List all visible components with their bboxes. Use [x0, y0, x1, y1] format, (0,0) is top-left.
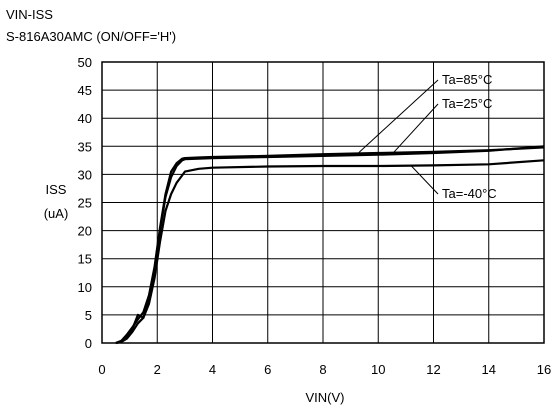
- y-tick-label: 10: [78, 280, 92, 295]
- y-tick-label: 25: [78, 196, 92, 211]
- x-tick-label: 8: [319, 362, 326, 377]
- y-tick-label: 40: [78, 111, 92, 126]
- x-tick-label: 12: [426, 362, 440, 377]
- annotation-ta-40: Ta=-40°C: [442, 186, 497, 201]
- x-tick-label: 4: [209, 362, 216, 377]
- annotation-ta25: Ta=25°C: [442, 96, 492, 111]
- y-axis-unit-label: (uA): [44, 206, 69, 221]
- y-tick-label: 30: [78, 167, 92, 182]
- annotation-ta-40-leader: [411, 165, 439, 195]
- annotation-ta85-leader: [358, 79, 439, 153]
- x-tick-label: 16: [537, 362, 551, 377]
- x-tick-label: 10: [371, 362, 385, 377]
- x-axis-label: VIN(V): [306, 390, 345, 405]
- y-tick-label: 0: [85, 336, 92, 351]
- x-tick-label: 2: [154, 362, 161, 377]
- annotation-ta25-leader: [391, 103, 439, 155]
- y-tick-label: 35: [78, 139, 92, 154]
- y-tick-label: 5: [85, 308, 92, 323]
- y-axis-label: ISS: [46, 182, 67, 197]
- y-tick-label: 45: [78, 83, 92, 98]
- y-tick-label: 15: [78, 252, 92, 267]
- x-tick-label: 6: [264, 362, 271, 377]
- x-tick-label: 14: [482, 362, 496, 377]
- plot-frame: [101, 61, 545, 344]
- y-tick-label: 20: [78, 224, 92, 239]
- y-tick-label: 50: [78, 55, 92, 70]
- series-line-ta-40: [115, 159, 545, 345]
- annotation-ta85: Ta=85°C: [442, 72, 492, 87]
- series-line-ta25: [115, 145, 545, 345]
- x-tick-label: 0: [98, 362, 105, 377]
- chart-subtitle: S-816A30AMC (ON/OFF='H'): [6, 29, 177, 44]
- chart-title: VIN-ISS: [6, 7, 53, 22]
